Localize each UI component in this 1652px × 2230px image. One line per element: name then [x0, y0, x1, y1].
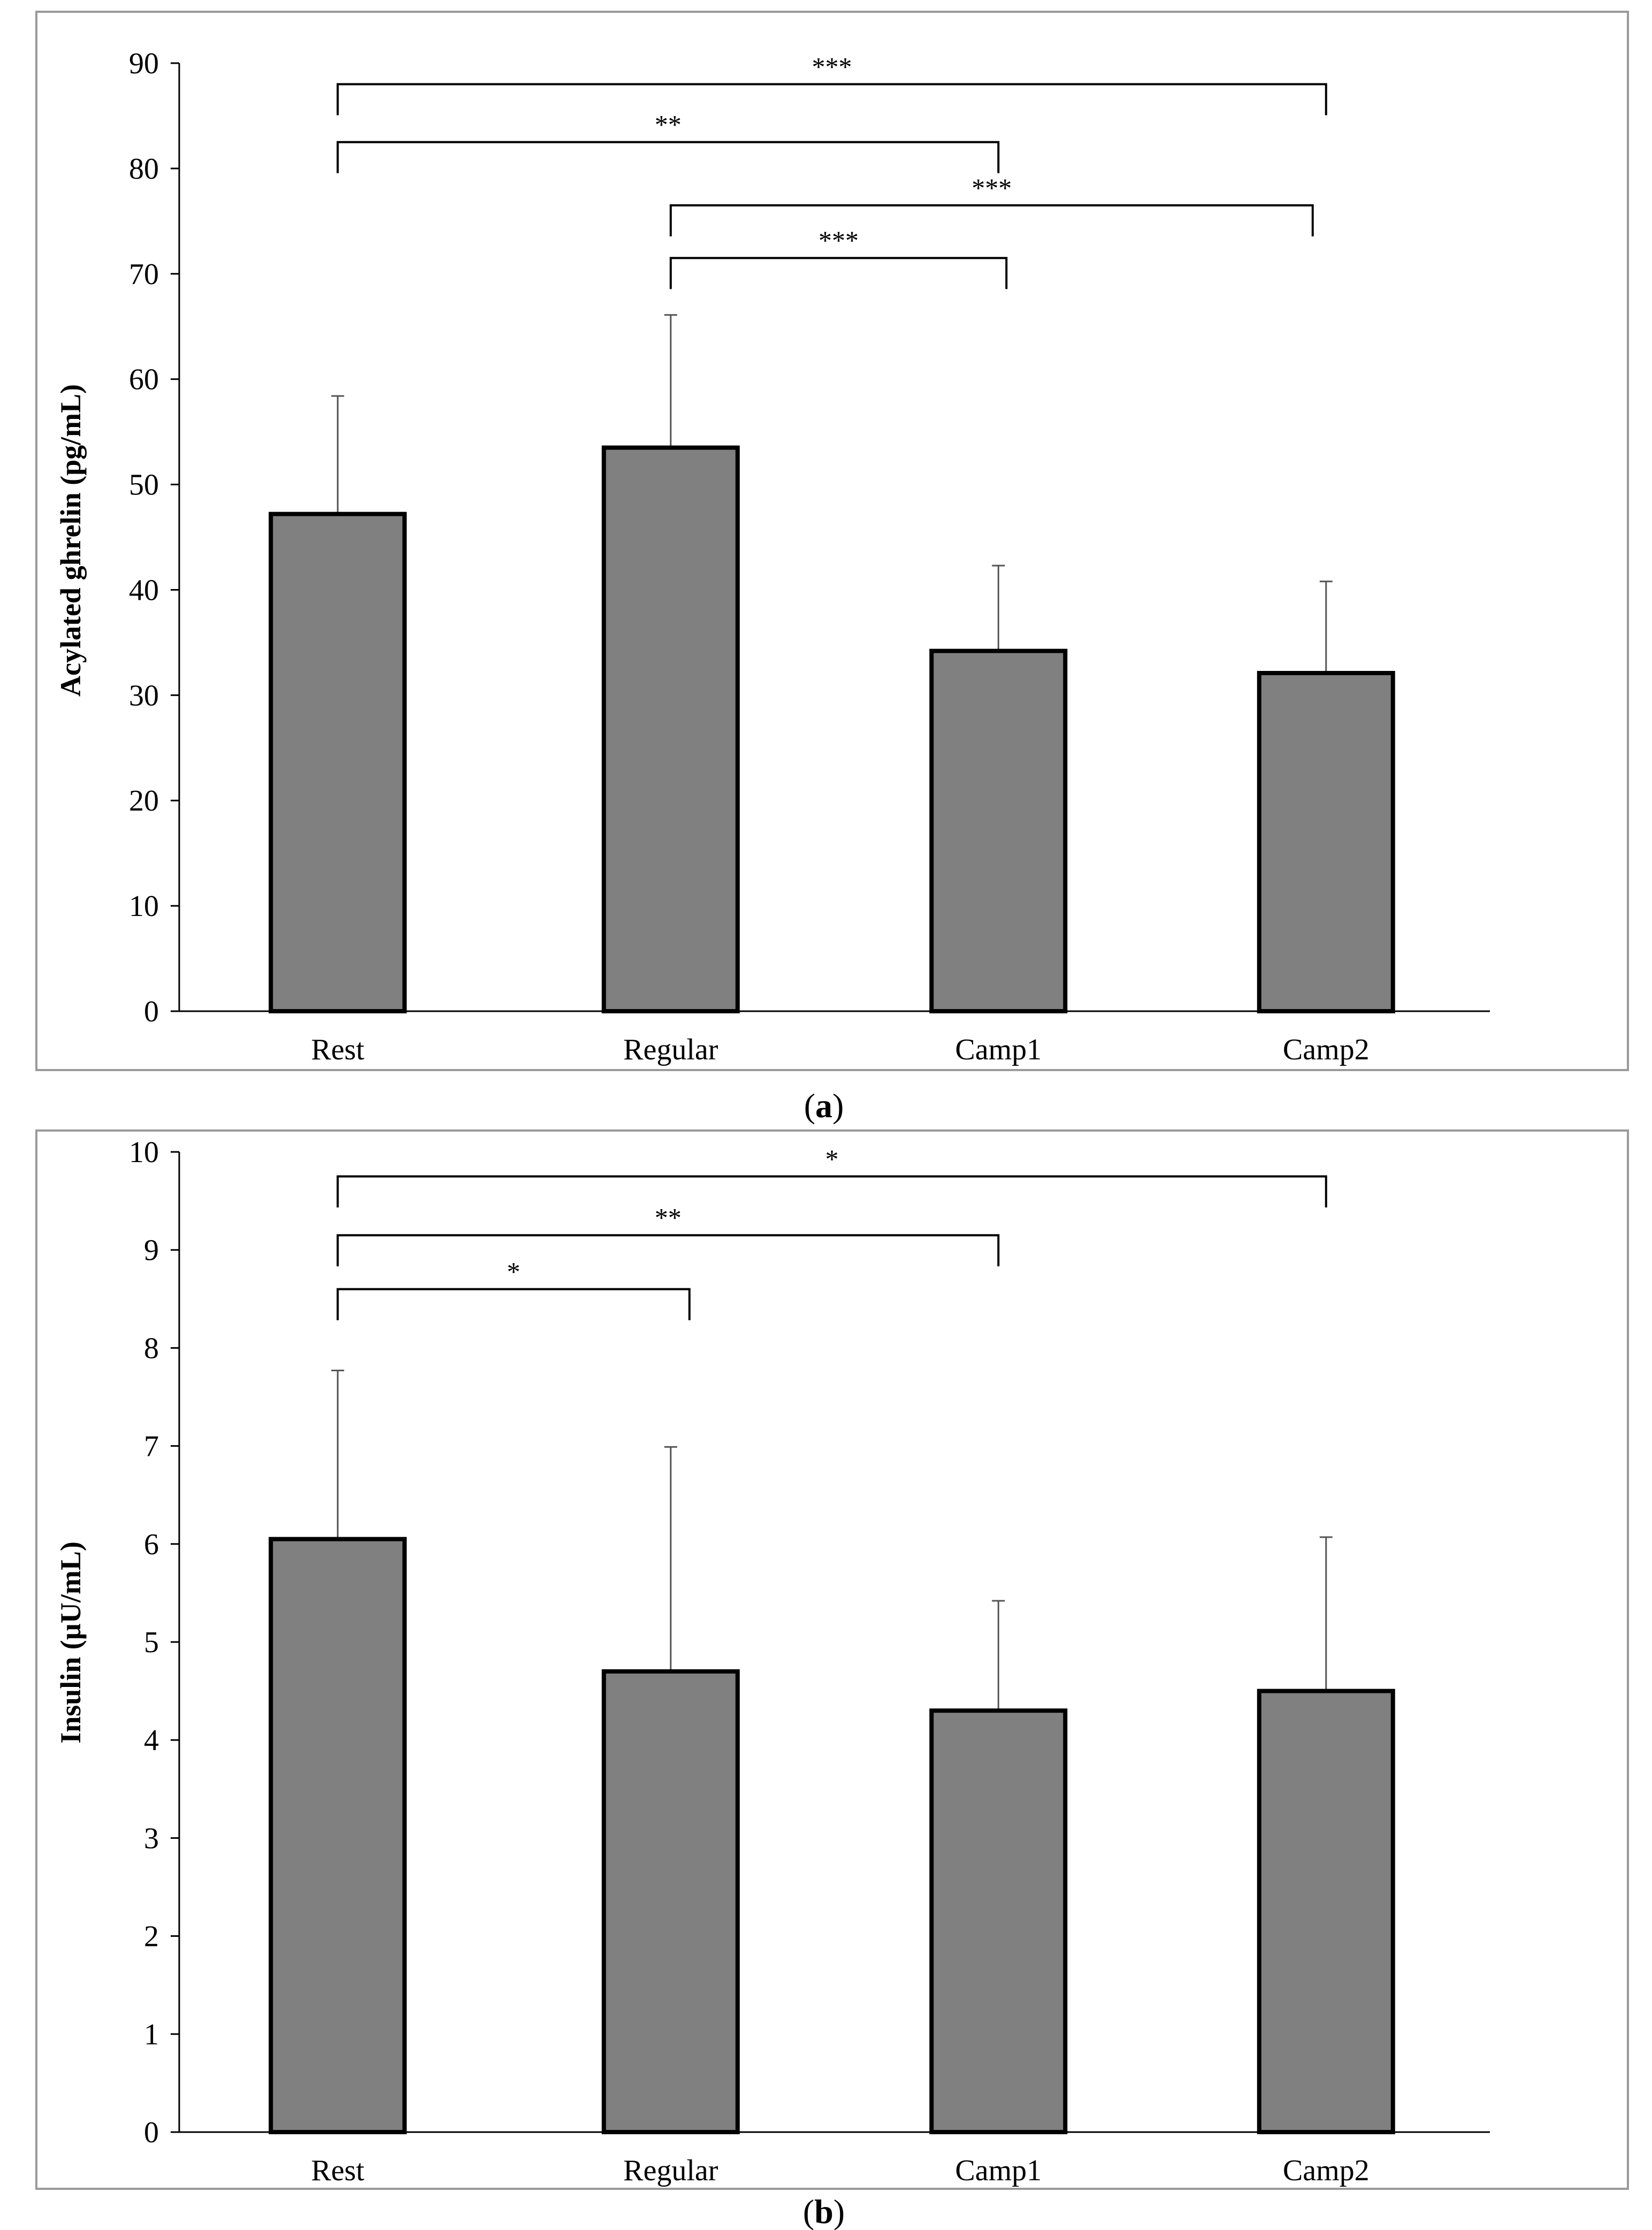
- chart-a-significance-stars: ***: [812, 51, 852, 81]
- chart-b-frame: [35, 1129, 1629, 2190]
- chart-a-significance-bracket: [669, 204, 1314, 236]
- chart-a-plot: 0 10 20 30 40 50 60 70 80 90 Rest Regular Camp1 Camp2…: [129, 47, 1490, 1066]
- chart-b-y-tick-label: 10: [129, 1136, 159, 1169]
- chart-a-y-tick-label: 50: [129, 469, 159, 502]
- chart-a-bar: [929, 648, 1068, 1013]
- chart-a-category-label: Rest: [311, 1033, 364, 1066]
- chart-a-bar: [269, 511, 407, 1013]
- chart-a-frame: [35, 11, 1629, 1071]
- chart-a-significance-bracket: [336, 141, 1000, 173]
- chart-a-panel-label: (a): [804, 1087, 844, 1125]
- chart-b-bar: [269, 1537, 407, 2134]
- chart-a-y-tick-label: 70: [129, 258, 159, 291]
- chart-b-y-tick-label: 2: [144, 1920, 159, 1953]
- chart-b-y-tick-label: 4: [144, 1724, 159, 1757]
- chart-a-bar: [1257, 670, 1395, 1013]
- chart-b-y-tick-label: 1: [144, 2018, 159, 2051]
- chart-a-y-tick-label: 40: [129, 574, 159, 607]
- chart-a-category-label: Camp2: [1283, 1033, 1370, 1066]
- chart-a-y-tick-label: 10: [129, 890, 159, 923]
- chart-a-y-tick-label: 90: [129, 47, 159, 80]
- chart-b-y-tick-label: 5: [144, 1626, 159, 1659]
- chart-a-significance-stars: ***: [819, 225, 859, 255]
- chart-b-significance-stars: *: [825, 1144, 839, 1174]
- chart-b-bar: [1257, 1689, 1395, 2135]
- chart-b-y-tick-label: 6: [144, 1528, 159, 1561]
- chart-a-bar: [601, 445, 740, 1014]
- chart-panel-a: 0 10 20 30 40 50 60 70 80 90 Rest Regular Camp1 Camp2…: [35, 11, 1629, 1125]
- chart-b-bar: [929, 1708, 1068, 2134]
- chart-a-ylabel: Acylated ghrelin (pg/mL): [55, 384, 87, 697]
- chart-b-y-tick-label: 7: [144, 1430, 159, 1463]
- chart-b-category-label: Camp1: [955, 2154, 1042, 2187]
- chart-b-significance-bracket: [336, 1234, 1000, 1266]
- chart-b-significance-stars: **: [655, 1203, 682, 1233]
- chart-a-y-tick-label: 60: [129, 363, 159, 396]
- chart-b-y-tick-label: 8: [144, 1332, 159, 1365]
- chart-b-significance-bracket: [336, 1288, 691, 1320]
- chart-b-y-tick-label: 9: [144, 1234, 159, 1267]
- chart-a-y-tick-label: 80: [129, 152, 159, 186]
- chart-b-significance-stars: *: [507, 1256, 521, 1286]
- chart-a-significance-bracket: [336, 83, 1327, 116]
- chart-b-y-tick-label: 3: [144, 1822, 159, 1855]
- chart-a-significance-stars: ***: [972, 173, 1012, 203]
- chart-b-panel-label: (b): [803, 2193, 845, 2230]
- chart-a-category-label: Camp1: [955, 1033, 1042, 1066]
- chart-a-y-tick-label: 30: [129, 679, 159, 712]
- chart-a-y-tick-label: 20: [129, 784, 159, 818]
- chart-b-y-tick-label: 0: [144, 2116, 159, 2149]
- chart-a-significance-stars: **: [655, 110, 682, 140]
- chart-b-category-label: Regular: [623, 2154, 718, 2187]
- chart-b-significance-bracket: [336, 1175, 1327, 1208]
- chart-b-category-label: Camp2: [1283, 2154, 1370, 2187]
- chart-a-category-label: Regular: [623, 1033, 718, 1066]
- chart-b-ylabel: Insulin (µU/mL): [55, 1541, 87, 1744]
- chart-b-bar: [601, 1669, 740, 2134]
- chart-b-category-label: Rest: [311, 2154, 364, 2187]
- chart-a-significance-bracket: [669, 257, 1008, 289]
- chart-a-y-tick-label: 0: [144, 995, 159, 1028]
